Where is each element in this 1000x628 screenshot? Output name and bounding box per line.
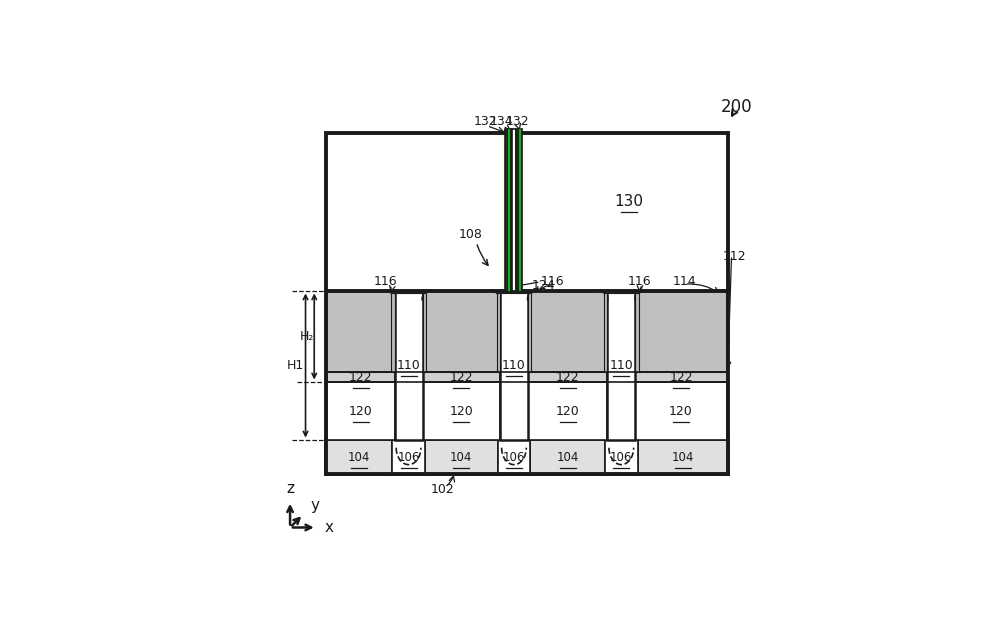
- Bar: [638, 440, 728, 474]
- Text: H1: H1: [287, 359, 304, 372]
- Bar: [423, 291, 500, 372]
- Text: 134: 134: [490, 115, 514, 128]
- Text: 122: 122: [349, 371, 373, 384]
- Bar: [507, 129, 510, 291]
- Bar: [607, 291, 635, 440]
- Text: 132: 132: [474, 115, 498, 128]
- Bar: [512, 129, 516, 291]
- Text: x: x: [324, 520, 333, 535]
- Text: 116: 116: [541, 275, 564, 288]
- Text: 102: 102: [431, 484, 454, 496]
- Text: 120: 120: [556, 405, 580, 418]
- Bar: [327, 372, 395, 382]
- Bar: [423, 382, 500, 440]
- Bar: [635, 382, 727, 440]
- Bar: [604, 291, 607, 372]
- Text: 116: 116: [627, 275, 651, 288]
- Text: 106: 106: [503, 451, 525, 464]
- Bar: [528, 372, 607, 382]
- Text: 116: 116: [374, 275, 397, 288]
- Bar: [528, 291, 531, 372]
- Bar: [326, 133, 728, 474]
- Text: 120: 120: [669, 405, 693, 418]
- Bar: [391, 291, 395, 372]
- Bar: [391, 291, 426, 293]
- Bar: [518, 129, 521, 291]
- Bar: [498, 440, 530, 474]
- Bar: [530, 440, 605, 474]
- Bar: [604, 291, 639, 293]
- Text: 120: 120: [349, 405, 373, 418]
- Text: 124: 124: [532, 279, 555, 292]
- Bar: [528, 291, 607, 372]
- Bar: [505, 129, 512, 291]
- Text: 122: 122: [556, 371, 579, 384]
- Text: 108: 108: [458, 229, 482, 241]
- Bar: [327, 382, 395, 440]
- Bar: [326, 133, 728, 440]
- Bar: [392, 440, 425, 474]
- Bar: [635, 291, 727, 372]
- Text: 104: 104: [556, 451, 579, 464]
- Text: 122: 122: [449, 371, 473, 384]
- Bar: [327, 291, 395, 372]
- Bar: [395, 291, 423, 440]
- Text: 112: 112: [723, 250, 747, 263]
- Bar: [605, 440, 638, 474]
- Text: 106: 106: [397, 451, 420, 464]
- Text: 110: 110: [609, 359, 633, 372]
- Bar: [635, 372, 727, 382]
- Bar: [635, 291, 639, 372]
- Text: 120: 120: [449, 405, 473, 418]
- Text: 114: 114: [672, 275, 696, 288]
- Text: z: z: [286, 481, 294, 496]
- Text: 106: 106: [610, 451, 632, 464]
- Text: 104: 104: [450, 451, 472, 464]
- Text: 122: 122: [669, 371, 693, 384]
- Bar: [425, 440, 498, 474]
- Bar: [528, 382, 607, 440]
- Text: H₂: H₂: [299, 330, 314, 343]
- Bar: [423, 291, 426, 372]
- Bar: [500, 291, 528, 440]
- Text: 110: 110: [397, 359, 420, 372]
- Text: 132: 132: [506, 115, 529, 128]
- Bar: [326, 440, 728, 474]
- Text: 104: 104: [348, 451, 370, 464]
- Text: 200: 200: [721, 98, 752, 116]
- Bar: [326, 440, 392, 474]
- Bar: [497, 291, 500, 372]
- Text: 104: 104: [672, 451, 694, 464]
- Bar: [516, 129, 522, 291]
- Text: 130: 130: [614, 193, 643, 208]
- Text: y: y: [311, 498, 320, 513]
- Bar: [423, 372, 500, 382]
- Text: 110: 110: [502, 359, 526, 372]
- Bar: [497, 291, 531, 293]
